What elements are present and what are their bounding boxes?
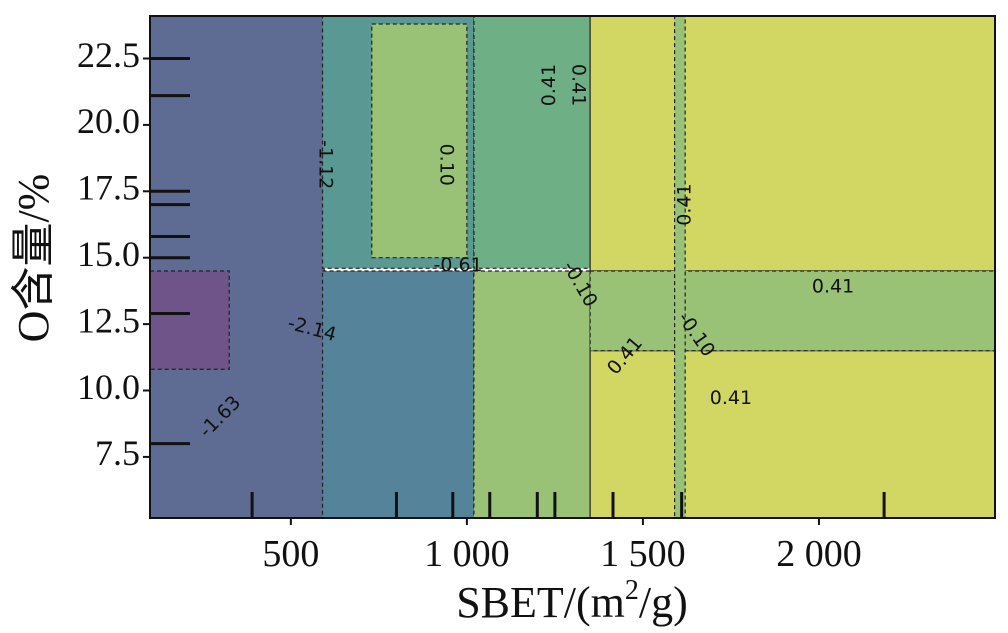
contour-label: -0.61 bbox=[433, 254, 482, 276]
y-tick-label: 22.5 bbox=[77, 35, 140, 75]
y-tick-label: 7.5 bbox=[95, 433, 140, 473]
contour-region bbox=[371, 23, 468, 259]
contour-region bbox=[589, 16, 995, 272]
contour-region bbox=[321, 270, 475, 518]
x-tick-label: 500 bbox=[262, 533, 319, 575]
x-tick-label: 1 000 bbox=[424, 533, 510, 575]
x-tick-label: 2 000 bbox=[776, 533, 862, 575]
plot-frame bbox=[149, 15, 996, 519]
y-tick-label: 20.0 bbox=[77, 101, 140, 141]
contour-region bbox=[589, 270, 995, 352]
contour-region bbox=[473, 270, 591, 518]
y-tick-label: 10.0 bbox=[77, 367, 140, 407]
contour-label: 0.41 bbox=[538, 64, 560, 106]
contour-label: 0.41 bbox=[710, 387, 752, 409]
plot-area: -1.12-0.610.100.41 0.410.41-0.10 0.41-2.14… bbox=[149, 15, 996, 519]
contour-region bbox=[150, 270, 230, 370]
contour-label: 0.41 bbox=[674, 183, 696, 225]
contour-region bbox=[473, 16, 591, 269]
contour-label: 0.41 bbox=[812, 275, 854, 297]
y-tick-label: 12.5 bbox=[77, 300, 140, 340]
contour-label: -1.12 bbox=[314, 140, 336, 189]
x-axis-ticks: 500 1 000 1 500 2 000 bbox=[262, 518, 862, 575]
contour-region bbox=[589, 350, 995, 518]
y-tick-label: 15.0 bbox=[77, 234, 140, 274]
y-axis-label: O含量/% bbox=[9, 174, 58, 343]
contour-region bbox=[150, 16, 325, 518]
contour-label: 0.41 bbox=[567, 64, 589, 106]
contour-fills bbox=[150, 16, 995, 518]
y-axis-ticks: 7.5 10.0 12.5 15.0 17.5 20.0 22.5 bbox=[77, 35, 150, 473]
contour-label: 0.10 bbox=[435, 144, 457, 186]
x-tick-label: 1 500 bbox=[600, 533, 686, 575]
x-axis-label: SBET/(m2/g) bbox=[456, 575, 688, 627]
y-tick-label: 17.5 bbox=[77, 168, 140, 208]
contour-region bbox=[674, 16, 686, 518]
rug-marks bbox=[150, 56, 886, 518]
